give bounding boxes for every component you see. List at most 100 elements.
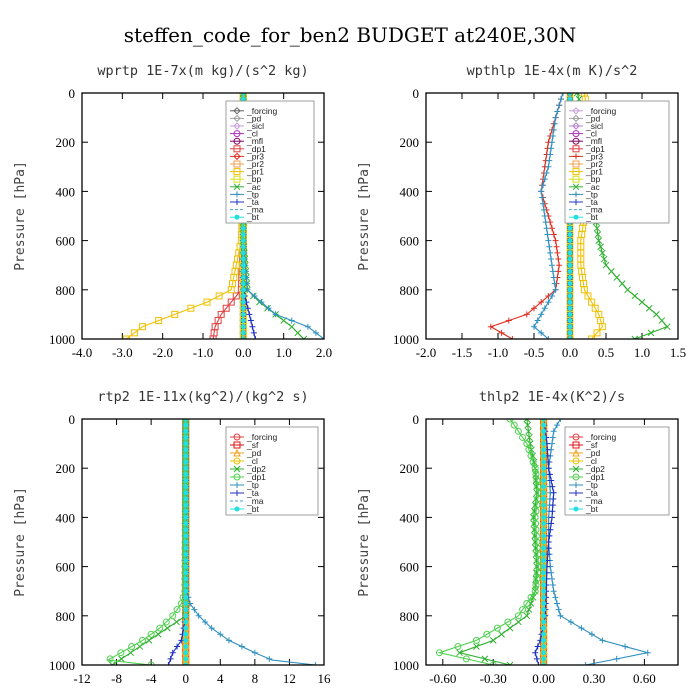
- legend-marker: [233, 441, 241, 449]
- legend-label: _pr1: [585, 167, 603, 177]
- data-point-bt: [567, 262, 573, 268]
- legend-label: _cl: [585, 129, 597, 139]
- x-tick-label: 0.60: [633, 671, 656, 686]
- y-tick-label: 1000: [49, 658, 75, 673]
- data-point-tp: [265, 305, 272, 312]
- data-point-dp2: [145, 637, 153, 644]
- data-point-ac: [653, 311, 660, 318]
- legend-label: _pr1: [246, 167, 264, 177]
- data-point-pr3: [523, 311, 530, 318]
- data-point-ta: [548, 520, 555, 527]
- legend-label: _ma: [585, 496, 603, 506]
- legend-marker: [234, 506, 240, 512]
- data-point-dp1: [519, 433, 527, 441]
- data-point-tp: [548, 145, 555, 152]
- data-point-bt: [183, 551, 189, 557]
- legend-label: _dp1: [585, 472, 605, 482]
- data-point-ta: [549, 508, 556, 515]
- legend-marker: [573, 214, 579, 220]
- data-point-dp2: [515, 618, 522, 626]
- data-point-bt: [541, 613, 547, 619]
- legend-label: _cl: [246, 456, 258, 466]
- data-point-ac: [599, 249, 606, 257]
- data-point-dp2: [173, 618, 180, 626]
- legend-label: _tp: [246, 189, 259, 199]
- x-tick-label: 0.0: [235, 345, 251, 360]
- data-point-tp: [545, 299, 552, 306]
- data-point-bt: [541, 465, 547, 471]
- data-point-bt: [541, 607, 547, 613]
- y-tick-label: 0: [413, 412, 420, 427]
- y-tick-label: 400: [400, 184, 420, 199]
- x-tick-label: 0.00: [532, 671, 555, 686]
- data-point-bt: [183, 502, 189, 508]
- data-point-tp: [217, 631, 224, 638]
- data-point-dp1: [472, 636, 480, 644]
- data-point-ac: [608, 267, 615, 275]
- x-tick-label: 1.0: [634, 345, 650, 360]
- legend-label: _dp2: [585, 464, 605, 474]
- data-point-ta: [533, 655, 540, 662]
- data-point-bt: [240, 305, 246, 311]
- data-point-bt: [567, 287, 573, 293]
- data-point-dp1: [529, 458, 537, 466]
- y-tick-label: 1000: [393, 332, 419, 347]
- data-point-dp1: [128, 643, 136, 651]
- data-point-bt: [183, 478, 189, 483]
- legend-label: _sf: [246, 440, 259, 450]
- data-point-tp: [549, 440, 555, 447]
- data-point-ac: [624, 286, 631, 294]
- data-point-dp1: [156, 624, 164, 632]
- legend-marker: [572, 107, 580, 115]
- data-point-tp: [550, 274, 557, 281]
- legend-marker: [233, 137, 241, 145]
- data-point-ac: [600, 255, 608, 263]
- data-point-bt: [567, 281, 573, 287]
- data-point-bt: [567, 225, 573, 231]
- legend-marker: [572, 122, 580, 130]
- data-point-tp: [549, 139, 555, 146]
- data-point-tp: [266, 655, 273, 662]
- data-point-tp: [554, 422, 561, 429]
- data-point-bt: [183, 496, 189, 502]
- legend-label: _pd: [585, 448, 600, 458]
- legend-label: _pr3: [585, 151, 603, 161]
- data-point-bt: [567, 96, 573, 102]
- legend-marker: [233, 168, 241, 176]
- legend-marker: [233, 130, 241, 138]
- legend-marker: [233, 145, 241, 153]
- data-point-ac: [663, 323, 671, 331]
- data-point-tp: [613, 655, 620, 662]
- data-point-ta: [547, 526, 554, 533]
- data-point-tp: [545, 163, 552, 170]
- data-point-dp1: [506, 419, 514, 423]
- data-point-ac: [593, 224, 601, 232]
- data-point-ta: [545, 465, 552, 472]
- data-point-bt: [183, 459, 189, 465]
- data-point-bt: [567, 324, 573, 330]
- data-point-ta: [174, 643, 181, 650]
- data-point-pr1: [593, 329, 601, 337]
- data-point-ta: [247, 317, 254, 324]
- data-point-tp: [543, 169, 550, 176]
- data-point-ta: [550, 495, 557, 502]
- data-point-pr3: [555, 268, 562, 275]
- legend-marker: [572, 465, 580, 473]
- data-point-dp2: [108, 661, 116, 665]
- x-tick-label: 0.5: [598, 345, 614, 360]
- data-point-dp1: [525, 446, 533, 454]
- data-point-dp2: [136, 643, 144, 650]
- y-tick-label: 800: [400, 283, 420, 298]
- legend-label: _mfl: [246, 136, 263, 146]
- data-point-tp: [195, 612, 202, 619]
- data-point-ac: [613, 274, 621, 281]
- chart-panel-1: wprtp 1E-7x(m kg)/(s^2 kg) Pressure [hPa]…: [13, 63, 332, 360]
- data-point-tp: [540, 206, 547, 213]
- data-point-ac: [300, 335, 308, 339]
- data-point-tp: [549, 262, 555, 269]
- data-point-tp: [208, 625, 215, 632]
- legend-label: _cl: [246, 129, 258, 139]
- data-point-tp: [545, 336, 552, 339]
- data-point-bt: [183, 564, 189, 570]
- data-point-bt: [183, 453, 189, 459]
